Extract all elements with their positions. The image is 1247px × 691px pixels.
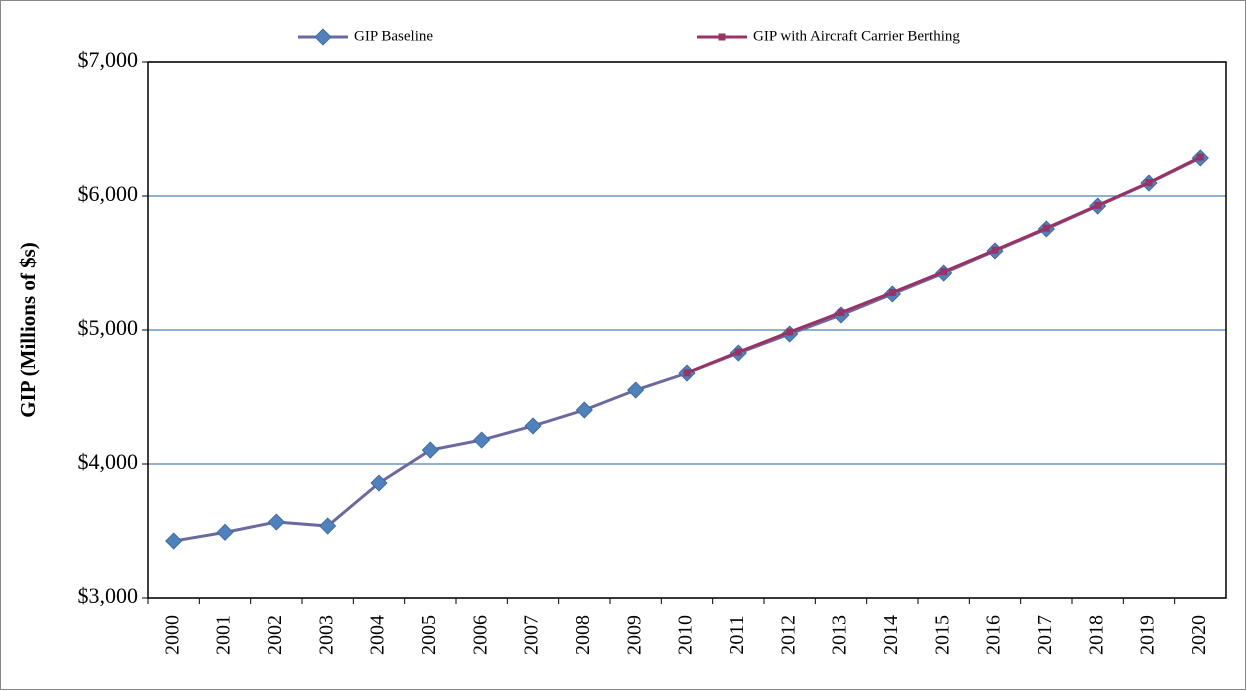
marker [216, 523, 234, 541]
x-tick-label: 2013 [829, 615, 851, 655]
plot-border [147, 61, 1227, 599]
x-tick-label: 2005 [418, 615, 440, 655]
marker [267, 513, 285, 531]
y-tick-label: $3,000 [78, 583, 139, 608]
x-tick-label: 2008 [572, 615, 594, 655]
x-tick-label: 2003 [315, 615, 337, 655]
marker [165, 532, 183, 550]
marker [473, 431, 491, 449]
y-tick-label: $4,000 [78, 449, 139, 474]
marker [575, 401, 593, 419]
legend-label: GIP Baseline [354, 28, 433, 44]
x-tick-label: 2018 [1085, 615, 1107, 655]
marker [421, 441, 439, 459]
x-tick-label: 2004 [367, 615, 389, 655]
x-tick-label: 2002 [264, 615, 286, 655]
y-tick-label: $7,000 [78, 47, 139, 72]
x-tick-label: 2014 [880, 615, 902, 655]
x-tick-label: 2006 [469, 615, 491, 655]
marker [1042, 224, 1050, 232]
x-tick-label: 2019 [1137, 615, 1159, 655]
marker [1196, 153, 1204, 161]
x-tick-label: 2011 [726, 615, 748, 654]
x-tick-label: 2017 [1034, 615, 1056, 655]
marker [1145, 179, 1153, 187]
marker [314, 28, 332, 46]
x-tick-label: 2016 [983, 615, 1005, 655]
x-tick-label: 2007 [521, 615, 543, 655]
marker [524, 417, 542, 435]
marker [786, 328, 794, 336]
x-tick-label: 2001 [213, 615, 235, 655]
marker [319, 517, 337, 535]
marker [718, 33, 726, 41]
x-tick-label: 2009 [623, 615, 645, 655]
marker [627, 381, 645, 399]
x-tick-label: 2000 [161, 615, 183, 655]
marker [1094, 201, 1102, 209]
y-tick-label: $6,000 [78, 181, 139, 206]
marker [734, 348, 742, 356]
legend-label: GIP with Aircraft Carrier Berthing [753, 28, 960, 44]
x-tick-label: 2015 [931, 615, 953, 655]
y-axis-title: GIP (Millions of $s) [16, 242, 40, 418]
marker [837, 309, 845, 317]
x-tick-label: 2012 [777, 615, 799, 655]
x-tick-label: 2020 [1188, 615, 1210, 655]
marker [683, 369, 691, 377]
marker [940, 268, 948, 276]
x-tick-label: 2010 [675, 615, 697, 655]
y-tick-label: $5,000 [78, 315, 139, 340]
marker [370, 474, 388, 492]
marker [991, 246, 999, 254]
marker [888, 288, 896, 296]
